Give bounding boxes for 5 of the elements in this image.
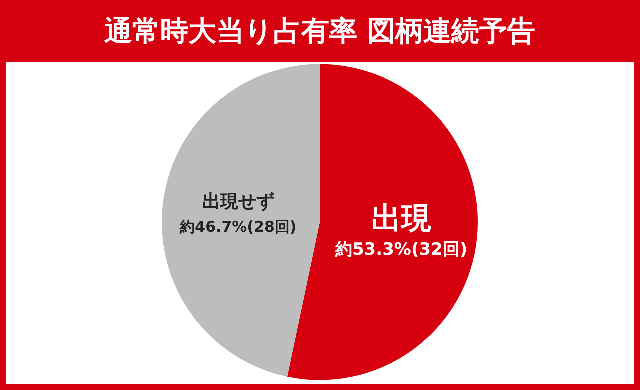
- chart-title: 通常時大当り占有率 図柄連続予告: [104, 14, 536, 48]
- data-label: 約46.7%(28回): [179, 218, 297, 236]
- slice-label: 出現: [372, 201, 433, 236]
- slice-label: 出現せず: [202, 191, 274, 212]
- data-label: 約53.3%(32回): [334, 240, 468, 260]
